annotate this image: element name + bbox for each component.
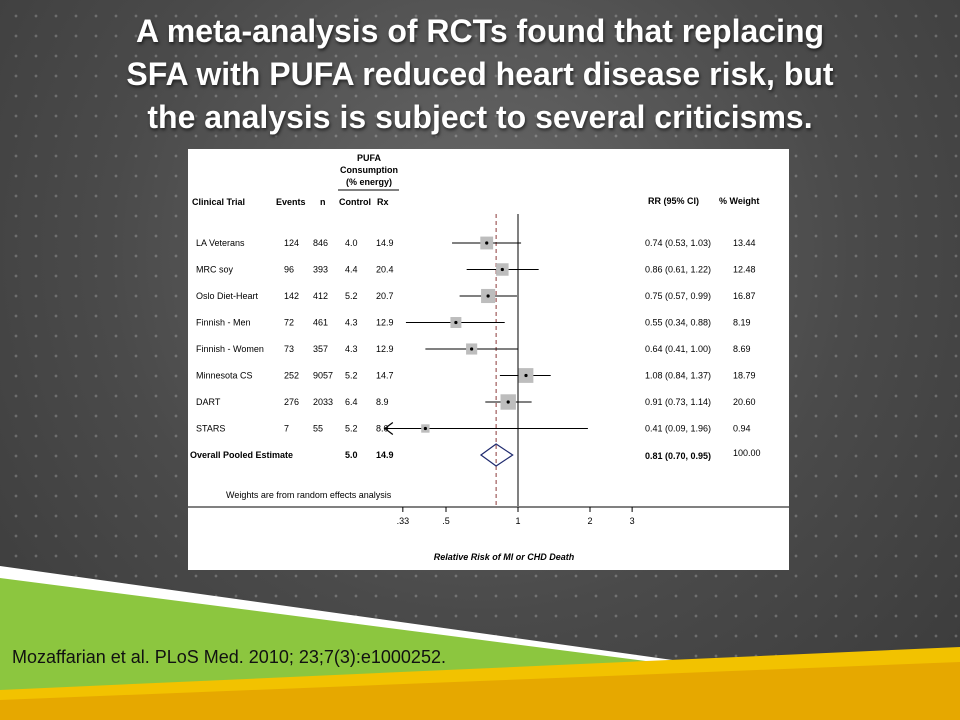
study-events: 7	[284, 424, 289, 434]
study-rx: 12.9	[376, 318, 394, 328]
col-trial: Clinical Trial	[192, 197, 245, 207]
study-name: STARS	[196, 424, 225, 434]
study-control: 5.2	[345, 371, 358, 381]
overall-label: Overall Pooled Estimate	[190, 450, 293, 460]
study-point	[524, 373, 528, 378]
study-rx: 8.9	[376, 397, 389, 407]
col-weight: % Weight	[719, 196, 759, 206]
slide-title: A meta-analysis of RCTs found that repla…	[60, 10, 900, 139]
study-rr-ci: 0.91 (0.73, 1.14)	[645, 397, 711, 407]
title-line-3: the analysis is subject to several criti…	[147, 99, 813, 135]
study-events: 276	[284, 397, 299, 407]
overall-rx: 14.9	[376, 450, 394, 460]
study-control: 5.2	[345, 291, 358, 301]
study-weight: 16.87	[733, 291, 756, 301]
x-tick-label: 2	[587, 516, 592, 526]
study-point	[470, 347, 474, 351]
x-tick-label: 1	[515, 516, 520, 526]
study-rx: 20.4	[376, 265, 394, 275]
study-rx: 8.0	[376, 424, 389, 434]
study-weight: 13.44	[733, 238, 756, 248]
study-events: 96	[284, 265, 294, 275]
x-tick-label: .5	[442, 516, 450, 526]
study-control: 5.2	[345, 424, 358, 434]
study-n: 412	[313, 291, 328, 301]
col-rx: Rx	[377, 197, 389, 207]
forest-plot-svg: PUFA Consumption (% energy) Clinical Trial E…	[188, 153, 789, 562]
study-name: Finnish - Women	[196, 344, 264, 354]
overall-control: 5.0	[345, 450, 358, 460]
study-name: Finnish - Men	[196, 318, 251, 328]
study-rr-ci: 0.74 (0.53, 1.03)	[645, 238, 711, 248]
study-rx: 12.9	[376, 344, 394, 354]
study-n: 2033	[313, 397, 333, 407]
study-control: 4.4	[345, 265, 358, 275]
study-point	[486, 294, 490, 298]
x-tick-label: .33	[397, 516, 410, 526]
study-point	[454, 320, 458, 325]
study-rr-ci: 0.55 (0.34, 0.88)	[645, 318, 711, 328]
col-n: n	[320, 197, 326, 207]
study-events: 252	[284, 371, 299, 381]
study-point	[423, 426, 427, 431]
study-rr-ci: 0.86 (0.61, 1.22)	[645, 265, 711, 275]
study-weight: 12.48	[733, 265, 756, 275]
header-pufa: PUFA	[357, 153, 382, 163]
study-rx: 14.7	[376, 371, 394, 381]
study-point	[500, 267, 504, 272]
forest-plot-figure: PUFA Consumption (% energy) Clinical Trial E…	[188, 149, 789, 570]
study-n: 393	[313, 265, 328, 275]
study-n: 9057	[313, 371, 333, 381]
title-line-1: A meta-analysis of RCTs found that repla…	[135, 13, 825, 49]
study-n: 55	[313, 424, 323, 434]
weights-note: Weights are from random effects analysis	[226, 490, 392, 500]
study-name: Minnesota CS	[196, 371, 253, 381]
study-control: 6.4	[345, 397, 358, 407]
study-events: 124	[284, 238, 299, 248]
header-consumption: Consumption	[340, 165, 398, 175]
study-name: Oslo Diet-Heart	[196, 291, 259, 301]
study-weight: 20.60	[733, 397, 756, 407]
study-weight: 18.79	[733, 371, 756, 381]
study-point	[485, 241, 489, 245]
study-name: MRC soy	[196, 265, 234, 275]
study-rx: 14.9	[376, 238, 394, 248]
study-point	[506, 400, 510, 404]
study-weight: 8.19	[733, 318, 751, 328]
study-events: 142	[284, 291, 299, 301]
header-energy: (% energy)	[346, 177, 392, 187]
study-events: 72	[284, 318, 294, 328]
study-rr-ci: 0.75 (0.57, 0.99)	[645, 291, 711, 301]
col-control: Control	[339, 197, 371, 207]
col-rr: RR (95% CI)	[648, 196, 699, 206]
study-control: 4.3	[345, 318, 358, 328]
study-n: 846	[313, 238, 328, 248]
study-control: 4.3	[345, 344, 358, 354]
x-tick-label: 3	[630, 516, 635, 526]
x-axis-label: Relative Risk of MI or CHD Death	[434, 552, 575, 562]
study-ci-arrow	[383, 422, 394, 435]
study-n: 357	[313, 344, 328, 354]
study-weight: 0.94	[733, 424, 751, 434]
title-line-2: SFA with PUFA reduced heart disease risk…	[126, 56, 834, 92]
overall-diamond	[479, 443, 514, 467]
study-name: LA Veterans	[196, 238, 245, 248]
study-name: DART	[196, 397, 221, 407]
study-rr-ci: 1.08 (0.84, 1.37)	[645, 371, 711, 381]
study-rr-ci: 0.64 (0.41, 1.00)	[645, 344, 711, 354]
overall-rr-ci: 0.81 (0.70, 0.95)	[645, 451, 711, 461]
study-rx: 20.7	[376, 291, 394, 301]
overall-weight: 100.00	[733, 448, 761, 458]
col-events: Events	[276, 197, 306, 207]
study-n: 461	[313, 318, 328, 328]
study-events: 73	[284, 344, 294, 354]
study-weight: 8.69	[733, 344, 751, 354]
citation: Mozaffarian et al. PLoS Med. 2010; 23;7(…	[12, 647, 446, 667]
study-control: 4.0	[345, 238, 358, 248]
study-rr-ci: 0.41 (0.09, 1.96)	[645, 424, 711, 434]
